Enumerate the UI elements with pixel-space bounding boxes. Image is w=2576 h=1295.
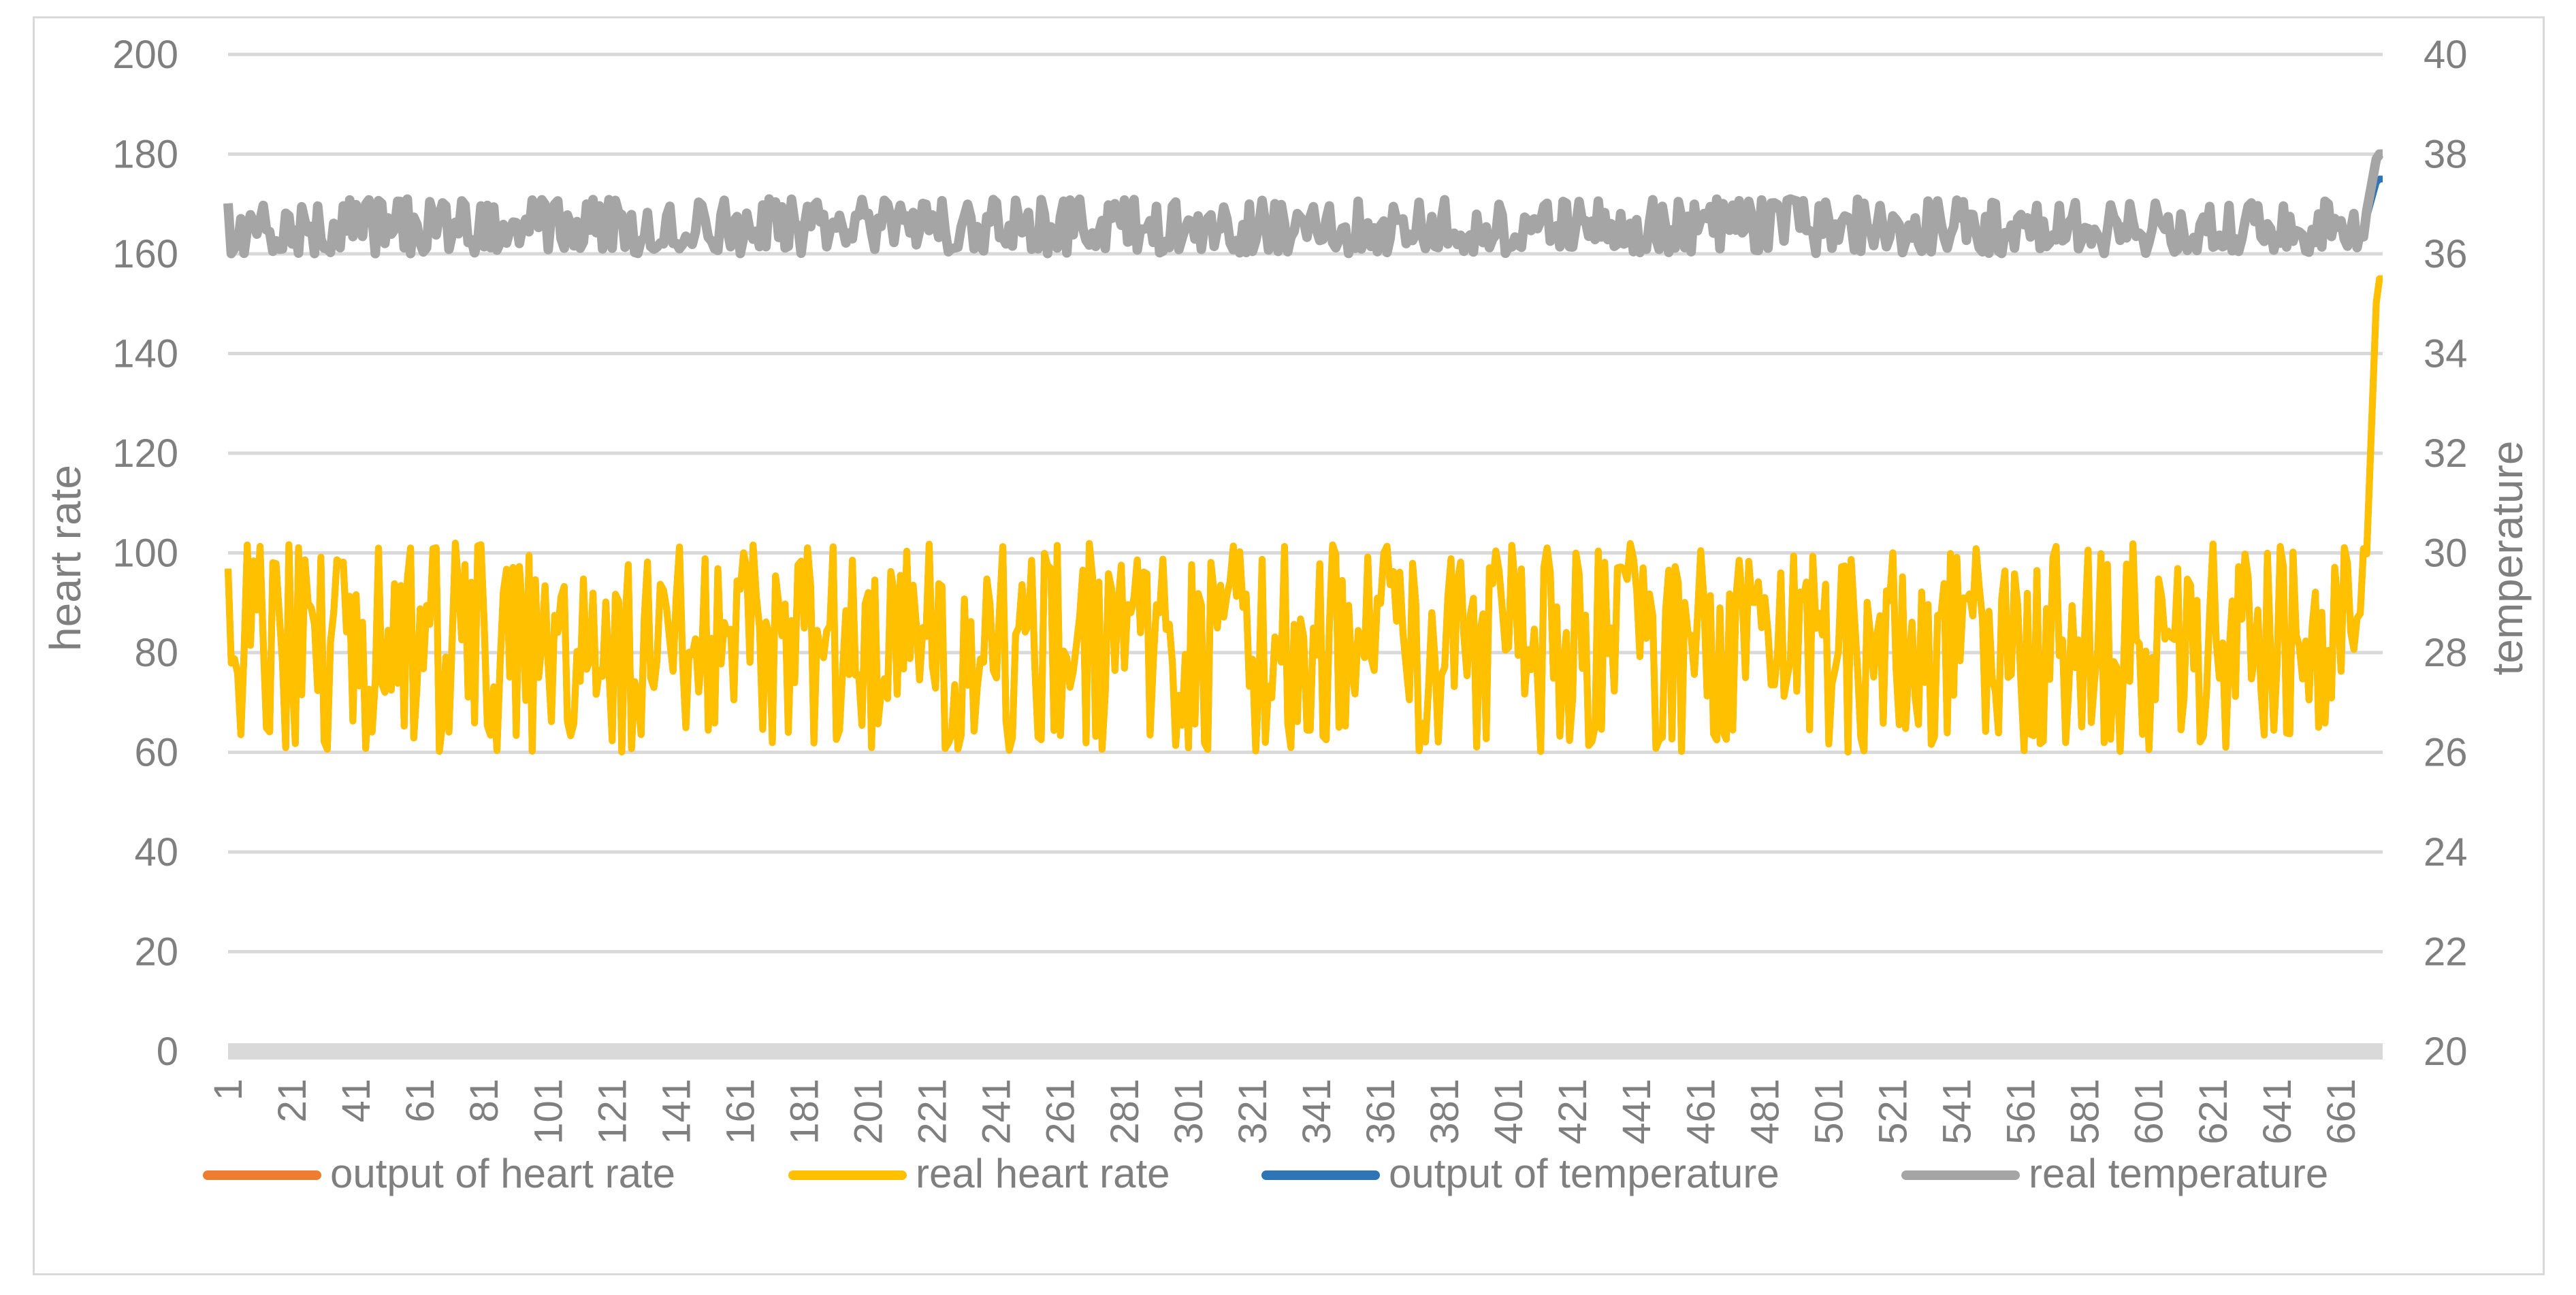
y2-tick-label: 24 — [2424, 830, 2468, 874]
x-tick-label: 541 — [1935, 1079, 1980, 1145]
x-tick-label: 61 — [398, 1079, 442, 1123]
x-tick-label: 41 — [334, 1079, 379, 1123]
x-tick-label: 201 — [847, 1079, 891, 1145]
y-tick-label: 100 — [112, 531, 178, 576]
x-tick-label: 481 — [1743, 1079, 1787, 1145]
x-tick-label: 261 — [1039, 1079, 1083, 1145]
y-tick-label: 180 — [112, 133, 178, 177]
y-tick-label: 140 — [112, 332, 178, 376]
y-tick-label: 120 — [112, 431, 178, 476]
y2-tick-label: 26 — [2424, 731, 2468, 775]
x-tick-label: 81 — [462, 1079, 506, 1123]
x-tick-label: 661 — [2319, 1079, 2364, 1145]
legend-item: output of temperature — [1261, 1151, 1780, 1196]
y-tick-label: 20 — [134, 930, 178, 974]
series-line-real-heart-rate — [225, 275, 2383, 756]
y2-tick-label: 32 — [2424, 431, 2468, 476]
x-tick-label: 341 — [1295, 1079, 1339, 1145]
legend-label: output of temperature — [1389, 1151, 1780, 1196]
x-tick-label: 361 — [1359, 1079, 1403, 1145]
x-tick-label: 1 — [206, 1079, 251, 1100]
y-tick-label: 80 — [134, 631, 178, 675]
legend-item: real temperature — [1901, 1151, 2328, 1196]
legend-label: output of heart rate — [330, 1151, 675, 1196]
x-tick-label: 221 — [911, 1079, 955, 1145]
x-tick-label: 101 — [526, 1079, 570, 1145]
x-tick-label: 241 — [975, 1079, 1019, 1145]
x-tick-label: 601 — [2127, 1079, 2172, 1145]
x-axis-line — [228, 1043, 2383, 1060]
x-tick-label: 621 — [2191, 1079, 2236, 1145]
legend-item: real heart rate — [788, 1151, 1170, 1196]
series-line-real-temperature — [223, 149, 2385, 259]
y2-axis-title: temperature — [2483, 440, 2532, 675]
y2-tick-label: 28 — [2424, 631, 2468, 675]
x-tick-label: 461 — [1679, 1079, 1723, 1145]
y-tick-label: 160 — [112, 232, 178, 276]
y2-tick-label: 20 — [2424, 1030, 2468, 1074]
y-tick-label: 200 — [112, 33, 178, 77]
legend-label: real heart rate — [916, 1151, 1170, 1196]
x-tick-label: 121 — [590, 1079, 634, 1145]
x-tick-label: 141 — [654, 1079, 698, 1145]
x-tick-label: 561 — [1999, 1079, 2044, 1145]
y-tick-label: 40 — [134, 830, 178, 874]
x-tick-label: 161 — [718, 1079, 762, 1145]
y-tick-label: 60 — [134, 731, 178, 775]
x-axis-baseline — [228, 1043, 2383, 1060]
legend-label: real temperature — [2029, 1151, 2328, 1196]
series-layer — [223, 149, 2385, 756]
x-tick-label: 441 — [1615, 1079, 1659, 1145]
y-axis-title: heart rate — [41, 465, 90, 651]
x-tick-label: 281 — [1103, 1079, 1147, 1145]
y2-tick-label: 30 — [2424, 531, 2468, 576]
y2-tick-label: 22 — [2424, 930, 2468, 974]
x-tick-label: 301 — [1167, 1079, 1211, 1145]
x-axis-ticks: 1 21 41 61 81 101 121 141 161 181 201 221 241 261 281 3… — [206, 1079, 2364, 1145]
x-tick-label: 501 — [1807, 1079, 1851, 1145]
grid — [228, 52, 2383, 953]
y2-tick-label: 40 — [2424, 33, 2468, 77]
x-tick-label: 521 — [1871, 1079, 1915, 1145]
x-tick-label: 641 — [2255, 1079, 2300, 1145]
x-tick-label: 21 — [270, 1079, 315, 1123]
y2-tick-label: 36 — [2424, 232, 2468, 276]
x-tick-label: 581 — [2063, 1079, 2108, 1145]
legend: output of heart rate real heart rate outpu… — [203, 1151, 2328, 1196]
x-tick-label: 181 — [783, 1079, 827, 1145]
legend-item: output of heart rate — [203, 1151, 675, 1196]
x-tick-label: 321 — [1231, 1079, 1275, 1145]
x-tick-label: 401 — [1487, 1079, 1531, 1145]
x-tick-label: 421 — [1551, 1079, 1595, 1145]
y-axis-left-ticks: 0 20 40 60 80 100 120 140 160 180 200 — [112, 33, 178, 1074]
y2-tick-label: 34 — [2424, 332, 2468, 376]
y-axis-right-ticks: 20 22 24 26 28 30 32 34 36 38 40 — [2424, 33, 2468, 1074]
x-tick-label: 381 — [1423, 1079, 1467, 1145]
y-tick-label: 0 — [157, 1030, 178, 1074]
y2-tick-label: 38 — [2424, 133, 2468, 177]
